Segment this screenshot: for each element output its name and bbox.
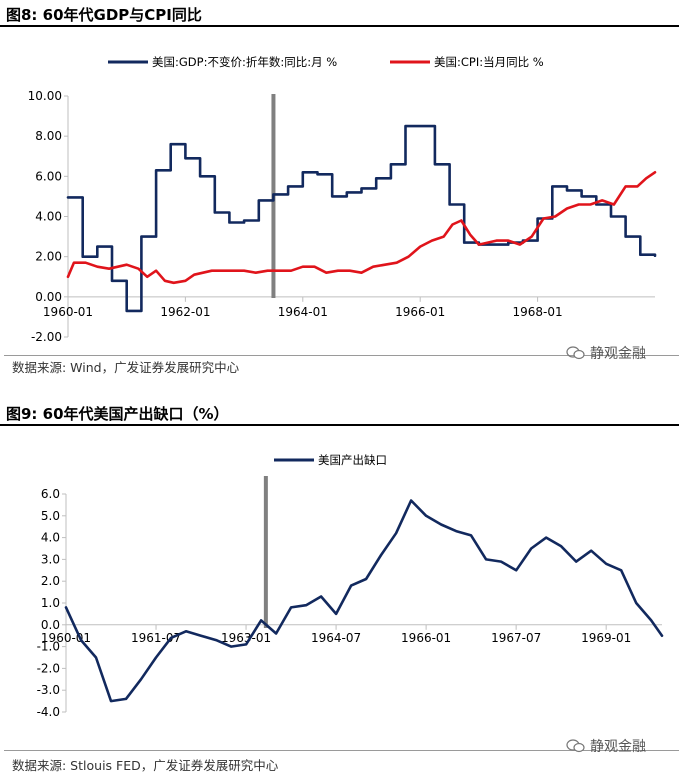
x-tick-label: 1969-01 bbox=[581, 631, 631, 645]
x-tick-label: 1967-07 bbox=[491, 631, 541, 645]
legend-label-2: 美国:CPI:当月同比 % bbox=[434, 55, 544, 69]
y-tick-label: 2.00 bbox=[35, 250, 62, 264]
x-tick-label: 1962-01 bbox=[160, 305, 210, 319]
x-tick-label: 1966-01 bbox=[395, 305, 445, 319]
legend-label-1: 美国:GDP:不变价:折年数:同比:月 % bbox=[152, 55, 337, 69]
watermark-1: 静观金融 bbox=[566, 343, 646, 363]
legend-label-1: 美国产出缺口 bbox=[318, 453, 387, 467]
watermark-text: 静观金融 bbox=[590, 346, 646, 362]
y-tick-label: -4.0 bbox=[37, 705, 60, 719]
y-tick-label: 0.00 bbox=[35, 290, 62, 304]
y-tick-label: -3.0 bbox=[37, 683, 60, 697]
y-tick-label: 3.0 bbox=[41, 552, 60, 566]
figure1-source: 数据来源: Wind，广发证券发展研究中心 bbox=[12, 360, 240, 375]
wechat-icon bbox=[566, 346, 585, 360]
figure2-title: 图9: 60年代美国产出缺口（%） bbox=[0, 402, 679, 426]
y-tick-label: -2.00 bbox=[31, 330, 62, 344]
x-tick-label: 1964-07 bbox=[311, 631, 361, 645]
y-tick-label: 8.00 bbox=[35, 129, 62, 143]
y-tick-label: 4.0 bbox=[41, 531, 60, 545]
figure1-title: 图8: 60年代GDP与CPI同比 bbox=[0, 3, 679, 27]
figure2-source: 数据来源: Stlouis FED，广发证券发展研究中心 bbox=[12, 758, 279, 773]
output-gap-chart: 6.0 5.0 4.0 3.0 2.0 1.0 0.0 -1.0 -2.0 -3.0 -4.0 196… bbox=[37, 453, 664, 719]
series-line-1 bbox=[64, 499, 664, 703]
wechat-icon bbox=[566, 739, 585, 753]
x-tick-label: 1964-01 bbox=[278, 305, 328, 319]
x-tick-label: 1963-01 bbox=[221, 631, 271, 645]
x-tick-label: 1960-01 bbox=[43, 305, 93, 319]
series-line-2 bbox=[66, 171, 657, 285]
y-tick-label: 0.0 bbox=[41, 618, 60, 632]
watermark-text: 静观金融 bbox=[590, 739, 646, 755]
figure1-divider bbox=[4, 355, 679, 356]
y-tick-label: 2.0 bbox=[41, 574, 60, 588]
gdp-cpi-chart: 10.00 8.00 6.00 4.00 2.00 0.00 -2.00 1960-01 196… bbox=[28, 55, 657, 344]
y-tick-label: 1.0 bbox=[41, 596, 60, 610]
x-tick-label: 1968-01 bbox=[513, 305, 563, 319]
figure2-divider bbox=[4, 750, 679, 751]
watermark-2: 静观金融 bbox=[566, 736, 646, 756]
y-tick-label: 4.00 bbox=[35, 210, 62, 224]
y-tick-label: 6.00 bbox=[35, 169, 62, 183]
y-tick-label: 6.0 bbox=[41, 487, 60, 501]
y-tick-label: -1.0 bbox=[37, 640, 60, 654]
y-tick-label: 10.00 bbox=[28, 89, 62, 103]
y-tick-label: -2.0 bbox=[37, 661, 60, 675]
y-tick-label: 5.0 bbox=[41, 509, 60, 523]
x-tick-label: 1966-01 bbox=[401, 631, 451, 645]
series-line-1 bbox=[66, 124, 657, 313]
